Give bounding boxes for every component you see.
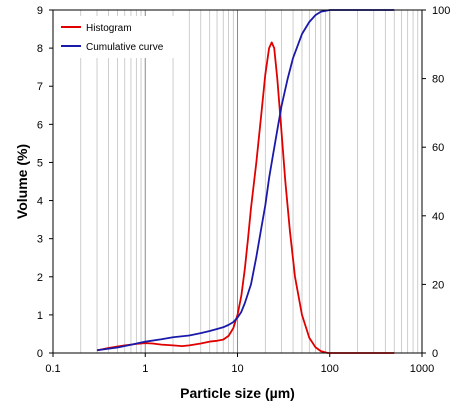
legend: Histogram Cumulative curve: [56, 16, 188, 58]
y-tick-label: 5: [37, 157, 43, 169]
y-tick-label: 4: [37, 196, 43, 208]
y2-tick-label: 0: [432, 348, 438, 360]
axis-ticks: 0.1 1 10 100 1000 0 1 2 3 4 5 6 7 8 9 0 20 40 60 80 100: [37, 5, 450, 375]
vertical-gridlines: [52, 10, 419, 353]
x-tick-label: 0.1: [45, 363, 60, 375]
y-tick-label: 3: [37, 234, 43, 246]
cumulative-curve-line: [96, 9, 395, 352]
x-tick-label: 1: [142, 363, 148, 375]
plot-frame: [52, 9, 423, 354]
data-series: [96, 9, 395, 354]
y-tick-label: 1: [37, 310, 43, 322]
histogram-line: [96, 41, 395, 354]
legend-label-cumulative: Cumulative curve: [86, 42, 164, 53]
y2-tick-label: 80: [432, 74, 444, 86]
y-tick-label: 0: [37, 348, 43, 360]
x-tick-label: 100: [321, 363, 339, 375]
legend-background: [56, 16, 188, 58]
y-tick-label: 6: [37, 119, 43, 131]
x-tick-label: 10: [231, 363, 243, 375]
legend-label-histogram: Histogram: [86, 23, 132, 34]
y2-tick-label: 100: [432, 5, 450, 17]
y-tick-label: 9: [37, 5, 43, 17]
y-tick-label: 7: [37, 81, 43, 93]
x-tick-label: 1000: [410, 363, 434, 375]
y2-tick-label: 20: [432, 279, 444, 291]
y-tick-label: 8: [37, 43, 43, 55]
y-tick-label: 2: [37, 272, 43, 284]
y2-tick-label: 60: [432, 142, 444, 154]
x-axis-title: Particle size (µm): [180, 385, 295, 401]
y-axis-title: Volume (%): [14, 144, 30, 219]
y2-tick-label: 40: [432, 211, 444, 223]
